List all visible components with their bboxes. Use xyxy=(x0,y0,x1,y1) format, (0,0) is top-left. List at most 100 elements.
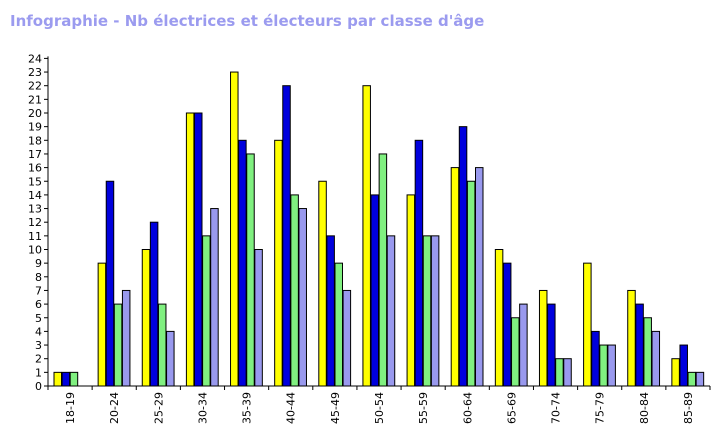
bar-20-24-series-2 xyxy=(105,180,115,387)
bar-80-84-series-2 xyxy=(635,303,644,387)
bar-25-29-series-3 xyxy=(157,303,167,387)
bar-40-44-series-2 xyxy=(282,85,291,387)
x-tick-label-75-79: 75-79 xyxy=(594,392,607,424)
x-tick-label-30-34: 30-34 xyxy=(196,392,209,424)
bar-20-24-series-4 xyxy=(121,289,131,387)
chart-title: Infographie - Nb électrices et électeurs… xyxy=(10,12,485,30)
bar-35-39-series-3 xyxy=(246,153,255,387)
bar-70-74-series-3 xyxy=(555,358,564,387)
x-tick-label-85-89: 85-89 xyxy=(682,392,695,424)
x-tick-label-35-39: 35-39 xyxy=(241,392,254,424)
y-tick-label: 15 xyxy=(28,175,42,188)
y-tick-label: 17 xyxy=(28,148,42,161)
y-tick-label: 13 xyxy=(28,203,42,216)
bar-25-29-series-2 xyxy=(149,221,159,387)
y-tick-label: 8 xyxy=(35,271,42,284)
x-tick-label-25-29: 25-29 xyxy=(152,392,165,424)
bar-40-44-series-3 xyxy=(290,194,299,387)
axes-layer: 0123456789101112131415161718192021222324… xyxy=(28,52,711,424)
bar-80-84-series-1 xyxy=(627,289,636,387)
bar-55-59-series-2 xyxy=(414,139,424,387)
bar-45-49-series-3 xyxy=(334,262,343,387)
bar-40-44-series-4 xyxy=(298,208,307,387)
y-tick-label: 5 xyxy=(35,312,42,325)
bars-layer xyxy=(53,71,705,387)
bar-30-34-series-1 xyxy=(185,112,195,387)
x-tick-label-55-59: 55-59 xyxy=(417,392,430,424)
x-tick-label-80-84: 80-84 xyxy=(638,392,651,424)
bar-75-79-series-4 xyxy=(607,344,616,387)
bar-65-69-series-4 xyxy=(519,303,528,387)
bar-75-79-series-1 xyxy=(583,262,592,387)
bar-30-34-series-4 xyxy=(210,208,219,387)
x-tick-label-60-64: 60-64 xyxy=(461,392,474,424)
bar-30-34-series-2 xyxy=(194,112,203,387)
bar-65-69-series-1 xyxy=(494,249,504,387)
bar-60-64-series-1 xyxy=(450,167,460,387)
y-tick-label: 2 xyxy=(35,353,42,366)
bar-50-54-series-1 xyxy=(362,85,371,387)
y-tick-label: 18 xyxy=(28,134,42,147)
x-tick-label-18-19: 18-19 xyxy=(64,392,77,424)
y-tick-label: 23 xyxy=(28,66,42,79)
bar-35-39-series-1 xyxy=(230,71,239,387)
bar-25-29-series-1 xyxy=(141,249,151,387)
bar-40-44-series-1 xyxy=(274,139,283,387)
bar-20-24-series-3 xyxy=(113,303,123,387)
x-tick-label-70-74: 70-74 xyxy=(550,392,563,424)
bar-45-49-series-1 xyxy=(318,180,327,387)
bar-55-59-series-4 xyxy=(430,235,440,387)
bar-80-84-series-3 xyxy=(643,317,652,387)
x-tick-label-45-49: 45-49 xyxy=(329,392,342,424)
y-tick-label: 10 xyxy=(28,244,42,257)
y-tick-label: 24 xyxy=(28,52,42,65)
y-tick-label: 19 xyxy=(28,121,42,134)
bar-50-54-series-2 xyxy=(370,194,380,387)
y-tick-label: 0 xyxy=(35,380,42,393)
bar-85-89-series-3 xyxy=(687,371,697,387)
bar-65-69-series-2 xyxy=(502,262,512,387)
bar-65-69-series-3 xyxy=(511,317,520,387)
bar-75-79-series-2 xyxy=(591,330,600,387)
bar-30-34-series-3 xyxy=(202,235,211,387)
x-tick-label-65-69: 65-69 xyxy=(505,392,518,424)
bar-50-54-series-4 xyxy=(386,235,396,387)
y-tick-label: 12 xyxy=(28,216,42,229)
y-tick-label: 4 xyxy=(35,325,42,338)
bar-80-84-series-4 xyxy=(651,330,661,387)
y-tick-label: 22 xyxy=(28,80,42,93)
bar-60-64-series-4 xyxy=(475,167,484,387)
bar-25-29-series-4 xyxy=(166,330,175,387)
bar-75-79-series-3 xyxy=(599,344,608,387)
bar-18-19-series-2 xyxy=(61,371,71,387)
bar-70-74-series-4 xyxy=(563,358,572,387)
y-tick-label: 3 xyxy=(35,339,42,352)
y-tick-label: 16 xyxy=(28,162,42,175)
bar-55-59-series-1 xyxy=(406,194,416,387)
bar-70-74-series-2 xyxy=(547,303,556,387)
bar-70-74-series-1 xyxy=(538,289,548,387)
y-tick-label: 20 xyxy=(28,107,42,120)
y-tick-label: 21 xyxy=(28,93,42,106)
bar-85-89-series-1 xyxy=(671,358,680,387)
bar-45-49-series-4 xyxy=(342,289,352,387)
y-tick-label: 1 xyxy=(35,366,42,379)
y-tick-label: 14 xyxy=(28,189,42,202)
bar-18-19-series-3 xyxy=(69,371,79,387)
x-tick-label-40-44: 40-44 xyxy=(285,392,298,424)
y-tick-label: 7 xyxy=(35,284,42,297)
bar-60-64-series-3 xyxy=(466,180,476,387)
x-tick-label-20-24: 20-24 xyxy=(108,392,121,424)
y-tick-label: 6 xyxy=(35,298,42,311)
bar-18-19-series-1 xyxy=(53,371,62,387)
y-tick-label: 11 xyxy=(28,230,42,243)
bar-35-39-series-2 xyxy=(238,139,247,387)
bar-35-39-series-4 xyxy=(254,249,263,387)
bar-20-24-series-1 xyxy=(97,262,107,387)
bar-60-64-series-2 xyxy=(458,126,468,387)
bar-45-49-series-2 xyxy=(326,235,335,387)
x-tick-label-50-54: 50-54 xyxy=(373,392,386,424)
y-tick-label: 9 xyxy=(35,257,42,270)
bar-85-89-series-2 xyxy=(679,344,688,387)
